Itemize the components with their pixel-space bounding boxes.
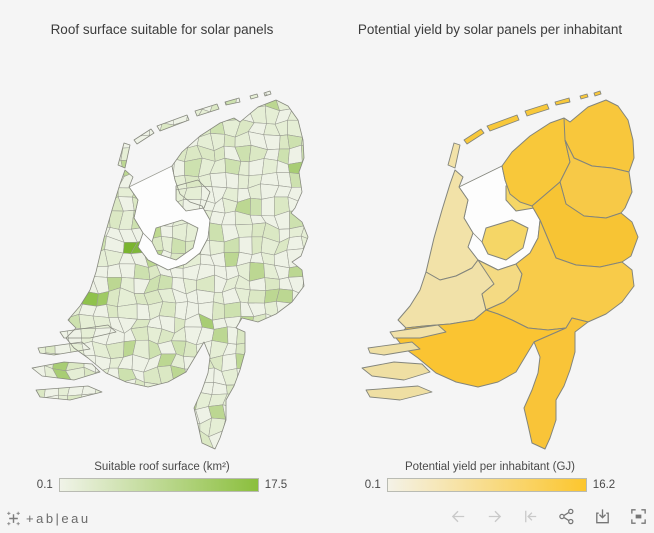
island-vlieland[interactable] [463, 128, 485, 145]
right-legend: Potential yield per inhabitant (GJ) 0.1 … [350, 461, 630, 492]
fullscreen-icon [631, 508, 646, 524]
revert-button[interactable] [519, 505, 542, 527]
provinces-choropleth-map[interactable] [360, 70, 640, 460]
left-legend-title: Suitable roof surface (km²) [94, 461, 230, 473]
tableau-toolbar [447, 505, 650, 527]
revert-to-start-icon [525, 510, 537, 522]
island-texel[interactable] [447, 142, 461, 169]
redo-arrow-icon [488, 510, 502, 522]
delta-walcheren-beveland[interactable] [361, 361, 431, 381]
island-islet2[interactable] [593, 90, 602, 97]
undo-arrow-icon [451, 510, 465, 522]
left-legend: Suitable roof surface (km²) 0.1 17.5 [22, 461, 302, 492]
delta-schouwen[interactable] [367, 341, 421, 356]
right-legend-max: 16.2 [592, 479, 616, 491]
share-icon [559, 508, 574, 524]
province-gelderland[interactable] [485, 219, 635, 331]
delta-zeeuws-vlaanderen[interactable] [365, 385, 433, 401]
undo-button[interactable] [447, 505, 470, 527]
left-legend-min: 0.1 [36, 479, 53, 491]
island-terschelling[interactable] [486, 114, 520, 132]
municipalities-choropleth-map[interactable] [30, 70, 310, 460]
right-legend-gradient-bar [386, 478, 587, 492]
fullscreen-button[interactable] [627, 505, 650, 527]
tableau-wordmark: +ab|eau [26, 511, 91, 526]
redo-button[interactable] [483, 505, 506, 527]
left-map-title: Roof surface suitable for solar panels [50, 22, 274, 37]
right-legend-min: 0.1 [364, 479, 381, 491]
province-limburg[interactable] [523, 317, 589, 450]
left-legend-max: 17.5 [264, 479, 288, 491]
download-button[interactable] [591, 505, 614, 527]
island-islet1[interactable] [579, 93, 589, 100]
right-legend-title: Potential yield per inhabitant (GJ) [404, 461, 576, 473]
island-schiermonnikoog[interactable] [554, 97, 571, 106]
right-map-title: Potential yield by solar panels per inha… [357, 22, 623, 37]
tableau-logo[interactable]: +ab|eau [6, 511, 91, 526]
share-button[interactable] [555, 505, 578, 527]
island-ameland[interactable] [524, 103, 550, 117]
tableau-logo-icon [7, 511, 20, 526]
left-legend-gradient-bar [58, 478, 259, 492]
delta-goeree-voorne[interactable] [389, 324, 447, 339]
download-icon [596, 508, 609, 523]
